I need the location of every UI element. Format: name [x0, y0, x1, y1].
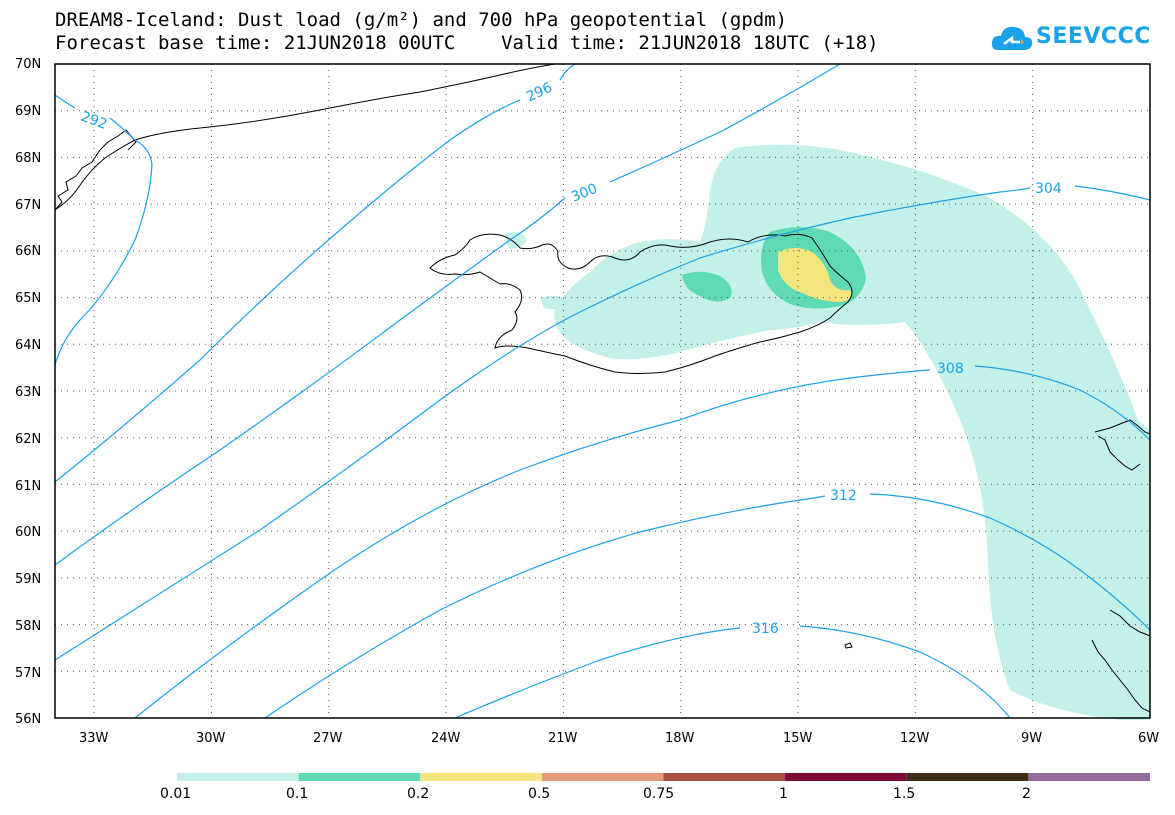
map-subtitle: Forecast base time: 21JUN2018 00UTC Vali… [55, 32, 879, 54]
lon-label: 9W [1021, 731, 1042, 746]
lat-label: 61N [15, 479, 41, 494]
colorbar-swatch [541, 773, 664, 781]
lat-label: 68N [15, 151, 41, 166]
colorbar-label: 0.75 [643, 786, 674, 802]
norway-coast-north [1094, 419, 1151, 471]
colorbar-label: 2 [1022, 786, 1031, 802]
lon-label: 27W [313, 731, 343, 746]
greenland-coast [54, 63, 556, 211]
colorbar-label: 1 [779, 786, 788, 802]
contour-308 [134, 365, 1151, 719]
dust-shade-high [778, 248, 852, 302]
colorbar-label: 1.5 [893, 786, 915, 802]
colorbar-swatch [177, 773, 299, 781]
lon-label: 30W [196, 731, 226, 746]
lat-label: 56N [15, 712, 41, 727]
colorbar-swatch [420, 773, 542, 781]
contour-label-308: 308 [937, 361, 964, 377]
contour-label-292: 292 [79, 109, 110, 133]
map-frame [54, 63, 1151, 719]
contour-label-316: 316 [752, 621, 779, 637]
norway-coast-south [1091, 609, 1151, 713]
lat-label: 62N [15, 432, 41, 447]
lat-label: 66N [15, 244, 41, 259]
latitude-labels: 70N 69N 68N 67N 66N 65N 64N 63N 62N 61N … [15, 57, 41, 727]
lat-label: 70N [15, 57, 41, 72]
colorbar-swatch [906, 773, 1029, 781]
lat-label: 59N [15, 572, 41, 587]
lat-label: 60N [15, 525, 41, 540]
colorbar-swatch [663, 773, 786, 781]
lat-label: 67N [15, 198, 41, 213]
lat-label: 57N [15, 666, 41, 681]
lon-label: 15W [783, 731, 813, 746]
contour-label-312: 312 [830, 488, 857, 504]
lat-label: 64N [15, 338, 41, 353]
colorbar-swatch [1028, 773, 1150, 781]
contour-304 [54, 185, 1151, 661]
seevccc-logo: SEEVCCC [990, 20, 1150, 56]
lon-label: 18W [665, 731, 695, 746]
colorbar-label: 0.01 [160, 786, 191, 802]
colorbar-labels: 0.01 0.1 0.2 0.5 0.75 1 1.5 2 [160, 786, 1031, 802]
gridlines [55, 64, 1150, 718]
contour-label-300: 300 [569, 181, 600, 206]
contour-296 [54, 63, 576, 483]
geopotential-contours [54, 63, 1151, 719]
faroe-islands [844, 642, 853, 649]
lon-label: 6W [1138, 731, 1159, 746]
lat-label: 65N [15, 291, 41, 306]
dust-shade-mid-2 [682, 271, 732, 302]
dust-shade-low-west [505, 232, 568, 310]
dust-fields [505, 144, 1150, 721]
logo-text: SEEVCCC [1036, 24, 1151, 49]
colorbar-label: 0.5 [528, 786, 550, 802]
contour-316 [454, 625, 1011, 719]
dust-shade-low [554, 144, 1150, 721]
colorbar [177, 773, 1150, 781]
iceland-coast [429, 233, 853, 374]
map-title: DREAM8-Iceland: Dust load (g/m²) and 700… [55, 9, 788, 31]
contour-292 [54, 94, 153, 366]
lon-label: 33W [79, 731, 109, 746]
lon-label: 21W [548, 731, 578, 746]
colorbar-label: 0.1 [286, 786, 308, 802]
contour-label-304: 304 [1035, 181, 1062, 197]
lon-label: 24W [431, 731, 461, 746]
colorbar-swatch [785, 773, 907, 781]
lat-label: 58N [15, 619, 41, 634]
longitude-labels: 33W 30W 27W 24W 21W 18W 15W 12W 9W 6W [79, 731, 1159, 746]
contour-312 [264, 493, 1151, 719]
lat-label: 69N [15, 104, 41, 119]
coastlines [54, 63, 1151, 713]
colorbar-label: 0.2 [407, 786, 429, 802]
lat-label: 63N [15, 385, 41, 400]
cloud-icon [991, 26, 1033, 50]
lon-label: 12W [900, 731, 930, 746]
contour-300 [54, 63, 841, 566]
contour-label-296: 296 [524, 80, 555, 106]
colorbar-swatch [298, 773, 421, 781]
